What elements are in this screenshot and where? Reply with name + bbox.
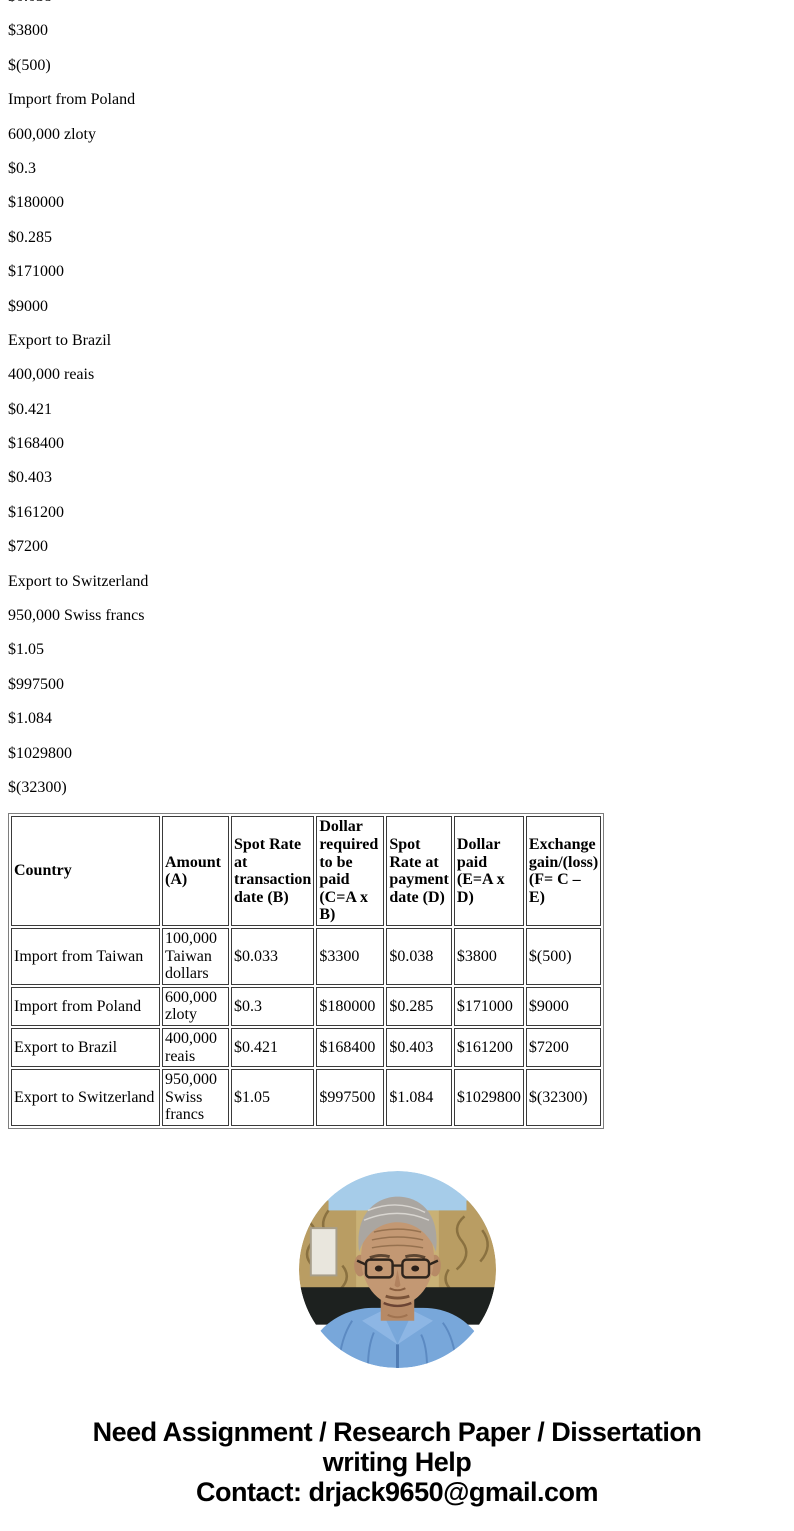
cell-dollar-required: $3300 [316, 927, 385, 985]
text-line: $997500 [8, 675, 64, 693]
photo-chin-shadow [386, 1313, 408, 1319]
text-line: $0.285 [8, 228, 52, 246]
photo-upper-lip-shadow [384, 1294, 410, 1300]
cell-exchange-gain-loss: $(32300) [525, 1069, 602, 1126]
photo-hair-strands [363, 1204, 429, 1221]
cell-dollar-paid: $1029800 [453, 1069, 524, 1126]
cell-dollar-paid: $3800 [453, 927, 524, 985]
cell-spot-rate-transaction: $0.3 [231, 986, 315, 1026]
text-line: Import from Poland [8, 91, 136, 109]
cell-exchange-gain-loss: $9000 [525, 986, 602, 1026]
text-line: $168400 [8, 435, 64, 453]
footer-heading-line2: writing Help [322, 1446, 472, 1477]
cell-spot-rate-payment: $0.403 [386, 1027, 452, 1068]
cell-exchange-gain-loss: $(500) [525, 927, 602, 985]
photo-collar-left [361, 1310, 397, 1345]
photo-mouth [382, 1301, 412, 1308]
header-spot-rate-payment: Spot Rate at payment date (D) [386, 816, 452, 926]
table-row: Import from Poland 600,000 zloty $0.3 $1… [11, 986, 602, 1026]
cell-spot-rate-payment: $0.038 [386, 927, 452, 985]
header-country: Country [11, 816, 160, 926]
cell-dollar-paid: $171000 [453, 986, 524, 1026]
cell-amount: 950,000 Swiss francs [162, 1069, 229, 1126]
cell-amount: 400,000 reais [162, 1027, 229, 1068]
text-line: $0.038 [8, 0, 786, 6]
text-line: $171000 [8, 263, 64, 281]
portrait-photo-container [8, 1170, 786, 1373]
table-row: Export to Switzerland 950,000 Swiss fran… [11, 1069, 602, 1126]
text-line: $0.421 [8, 400, 52, 418]
text-line: $0.403 [8, 469, 52, 487]
cell-spot-rate-payment: $0.285 [386, 986, 452, 1026]
photo-glasses [356, 1258, 438, 1279]
header-spot-rate-transaction: Spot Rate at transaction date (B) [231, 816, 315, 926]
cell-dollar-paid: $161200 [453, 1027, 524, 1068]
cell-spot-rate-transaction: $0.421 [231, 1027, 315, 1068]
footer-ad: Need Assignment / Research Paper / Disse… [8, 1417, 786, 1507]
table-row: Import from Taiwan 100,000 Taiwan dollar… [11, 927, 602, 985]
header-dollar-required: Dollar required to be paid (C=A x B) [316, 816, 385, 926]
text-line: $(32300) [8, 778, 67, 796]
cell-spot-rate-transaction: $0.033 [231, 927, 315, 985]
footer-contact-email: Contact: drjack9650@gmail.com [196, 1476, 598, 1507]
photo-collar-right [397, 1310, 433, 1345]
photo-eyebrows [368, 1253, 426, 1259]
cell-dollar-required: $180000 [316, 986, 385, 1026]
table-header-row: Country Amount (A) Spot Rate at transact… [11, 816, 602, 926]
cell-dollar-required: $997500 [316, 1069, 385, 1126]
text-line: 950,000 Swiss francs [8, 607, 145, 625]
text-line: $3800 [8, 22, 48, 40]
document-body: $0.038 $3800 $(500) Import from Poland 6… [8, 0, 786, 1507]
cell-country: Import from Poland [11, 986, 160, 1026]
photo-nose [394, 1269, 400, 1288]
text-line: $1029800 [8, 744, 72, 762]
photo-face [360, 1210, 434, 1305]
header-dollar-paid: Dollar paid (E=A x D) [453, 816, 524, 926]
photo-shirt [308, 1307, 486, 1368]
cell-spot-rate-payment: $1.084 [386, 1069, 452, 1126]
text-line: 600,000 zloty [8, 125, 96, 143]
text-line: $161200 [8, 503, 64, 521]
text-line: $0.3 [8, 159, 36, 177]
text-line: Export to Brazil [8, 331, 112, 349]
header-exchange-gain-loss: Exchange gain/(loss) (F= C – E) [525, 816, 602, 926]
cell-spot-rate-transaction: $1.05 [231, 1069, 315, 1126]
cell-amount: 100,000 Taiwan dollars [162, 927, 229, 985]
photo-eye-left [374, 1265, 383, 1272]
text-line: $180000 [8, 194, 64, 212]
photo-forehead-wrinkles [371, 1228, 423, 1249]
photo-picture-frame [309, 1227, 337, 1277]
cell-exchange-gain-loss: $7200 [525, 1027, 602, 1068]
portrait-photo [298, 1170, 496, 1368]
text-line: 400,000 reais [8, 366, 95, 384]
text-line: $(500) [8, 56, 51, 74]
photo-hair [357, 1196, 437, 1252]
text-line: Export to Switzerland [8, 572, 149, 590]
cell-country: Export to Brazil [11, 1027, 160, 1068]
exchange-gain-loss-table: Country Amount (A) Spot Rate at transact… [8, 813, 605, 1129]
cell-country: Export to Switzerland [11, 1069, 160, 1126]
text-line: $1.084 [8, 710, 52, 728]
header-amount: Amount (A) [162, 816, 229, 926]
cell-country: Import from Taiwan [11, 927, 160, 985]
cell-dollar-required: $168400 [316, 1027, 385, 1068]
cell-amount: 600,000 zloty [162, 986, 229, 1026]
text-line: $1.05 [8, 641, 44, 659]
text-line: $7200 [8, 538, 48, 556]
photo-eye-right [410, 1265, 419, 1272]
footer-heading-line1: Need Assignment / Research Paper / Disse… [92, 1416, 702, 1447]
table-row: Export to Brazil 400,000 reais $0.421 $1… [11, 1027, 602, 1068]
photo-nostrils [388, 1287, 406, 1292]
text-line: $9000 [8, 297, 48, 315]
